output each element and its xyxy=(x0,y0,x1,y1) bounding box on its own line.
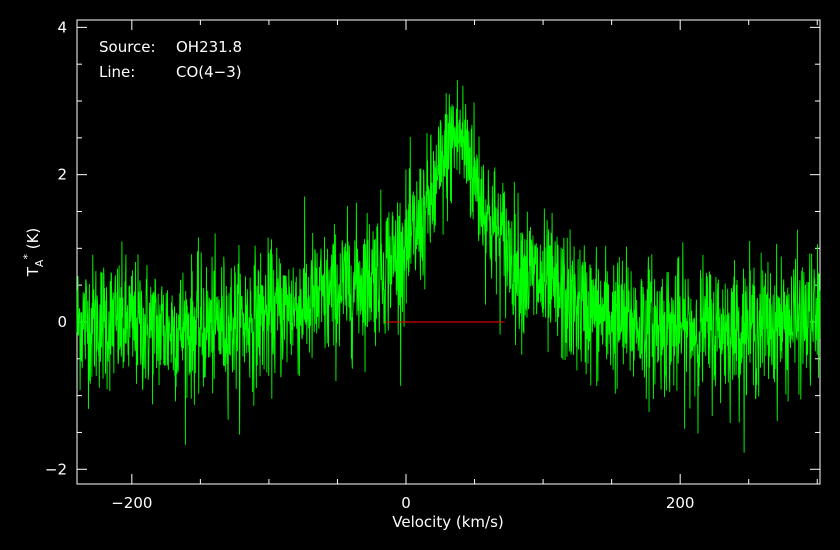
y-axis-label-base: T xyxy=(24,266,42,277)
y-axis: −2 0 2 4 xyxy=(45,18,820,478)
x-axis-label: Velocity (km/s) xyxy=(392,513,503,531)
spectrum-series-line xyxy=(76,80,821,453)
y-axis-label-superscript: * xyxy=(21,254,34,260)
y-axis-label: TA* (K) xyxy=(21,228,46,278)
plot-area xyxy=(76,80,821,453)
annotation-line: Line: CO(4−3) xyxy=(99,63,242,81)
annotation-line-value: CO(4−3) xyxy=(176,63,242,81)
annotation-source-value: OH231.8 xyxy=(176,38,242,56)
annotation-source: Source: OH231.8 xyxy=(99,38,242,56)
y-tick-label: 4 xyxy=(57,18,67,36)
y-tick-label: 0 xyxy=(57,313,67,331)
annotation-line-key: Line: xyxy=(99,63,135,81)
annotation-source-key: Source: xyxy=(99,38,156,56)
y-axis-label-unit: (K) xyxy=(24,228,42,254)
y-tick-label: 2 xyxy=(57,166,67,184)
x-tick-label: 200 xyxy=(666,494,695,512)
x-axis: −200 0 200 xyxy=(111,20,818,512)
y-axis-label-subscript: A xyxy=(33,259,46,267)
x-tick-label: −200 xyxy=(111,494,152,512)
y-tick-label: −2 xyxy=(45,460,67,478)
x-tick-label: 0 xyxy=(401,494,411,512)
plot-frame xyxy=(76,19,821,485)
